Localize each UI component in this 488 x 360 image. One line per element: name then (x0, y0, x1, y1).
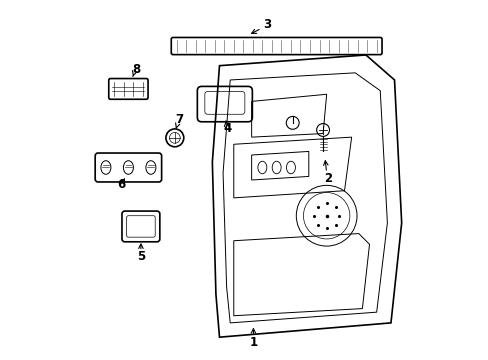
Text: 1: 1 (249, 336, 257, 349)
Text: 6: 6 (117, 178, 125, 191)
Text: 3: 3 (263, 18, 271, 31)
Text: 2: 2 (324, 172, 332, 185)
Text: 5: 5 (137, 250, 145, 263)
Text: 7: 7 (175, 113, 183, 126)
Text: 8: 8 (132, 63, 141, 76)
Text: 4: 4 (223, 122, 231, 135)
